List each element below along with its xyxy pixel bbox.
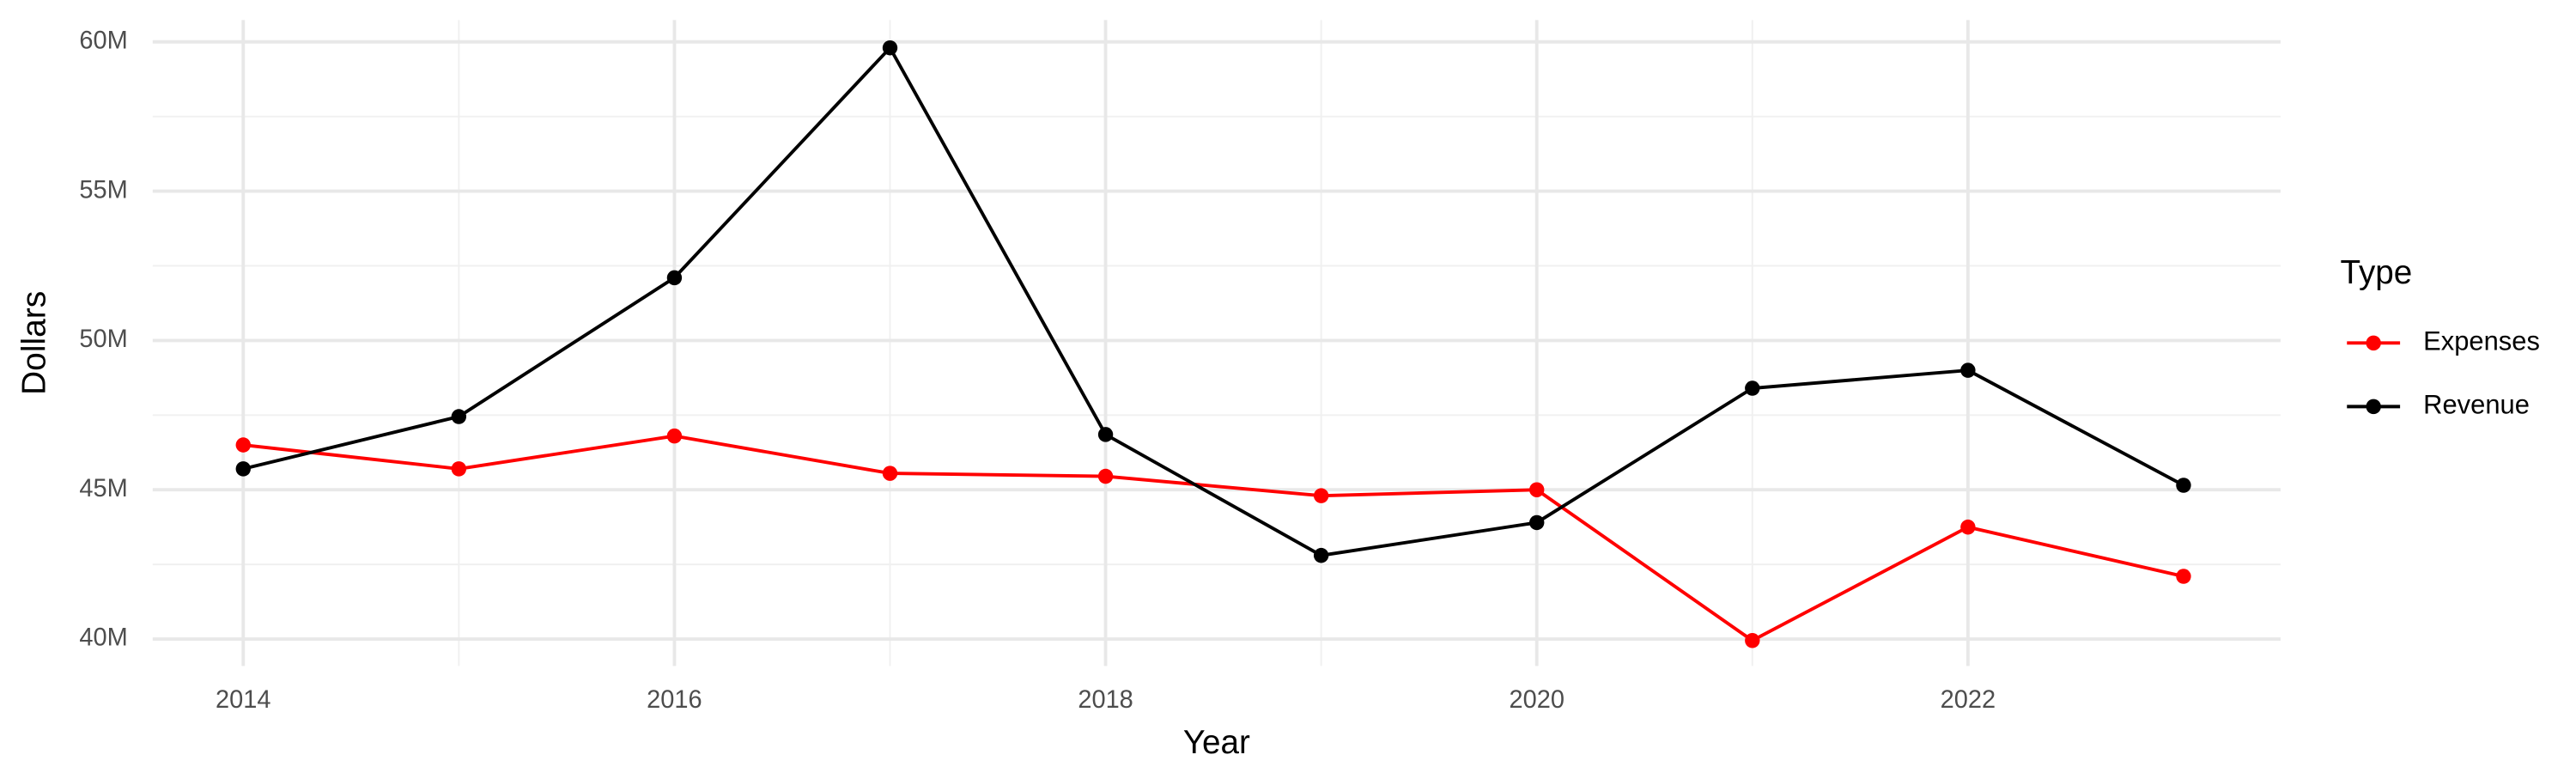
legend-point <box>2366 399 2381 415</box>
y-axis-title: Dollars <box>16 291 53 395</box>
point <box>1097 468 1114 484</box>
point <box>666 428 683 444</box>
legend-point <box>2366 335 2381 351</box>
point <box>666 270 683 286</box>
point <box>235 437 251 453</box>
y-tick-label: 45M <box>79 475 127 502</box>
point <box>882 466 898 481</box>
x-tick-label: 2020 <box>1509 686 1564 714</box>
point <box>1960 519 1976 535</box>
y-tick-label: 50M <box>79 326 127 353</box>
x-tick-label: 2016 <box>647 686 702 714</box>
legend-label: Expenses <box>2423 326 2540 356</box>
point <box>451 409 467 424</box>
point <box>1097 427 1114 442</box>
grid <box>152 20 2281 666</box>
x-tick-label: 2014 <box>216 686 270 714</box>
point <box>1745 380 1760 396</box>
legend-title: Type <box>2341 254 2413 291</box>
line <box>242 45 2184 557</box>
point <box>1960 362 1976 378</box>
y-tick-label: 55M <box>79 176 127 204</box>
point <box>882 40 898 56</box>
point <box>1529 482 1545 497</box>
point <box>2176 478 2191 493</box>
legend-label: Revenue <box>2423 390 2530 420</box>
line <box>243 434 2184 643</box>
plot-area <box>235 40 2191 648</box>
point <box>1313 547 1329 563</box>
legend: Expenses Revenue <box>2347 326 2540 420</box>
y-tick-label: 40M <box>79 624 127 652</box>
x-axis-title: Year <box>1183 724 1250 761</box>
x-tick-label: 2022 <box>1941 686 1996 714</box>
point <box>1313 488 1329 503</box>
point <box>1529 514 1545 531</box>
point <box>451 461 467 477</box>
point <box>235 461 251 477</box>
point <box>1745 633 1760 648</box>
y-tick-label: 60M <box>79 27 127 54</box>
x-tick-label: 2018 <box>1078 686 1133 714</box>
point <box>2176 569 2191 584</box>
